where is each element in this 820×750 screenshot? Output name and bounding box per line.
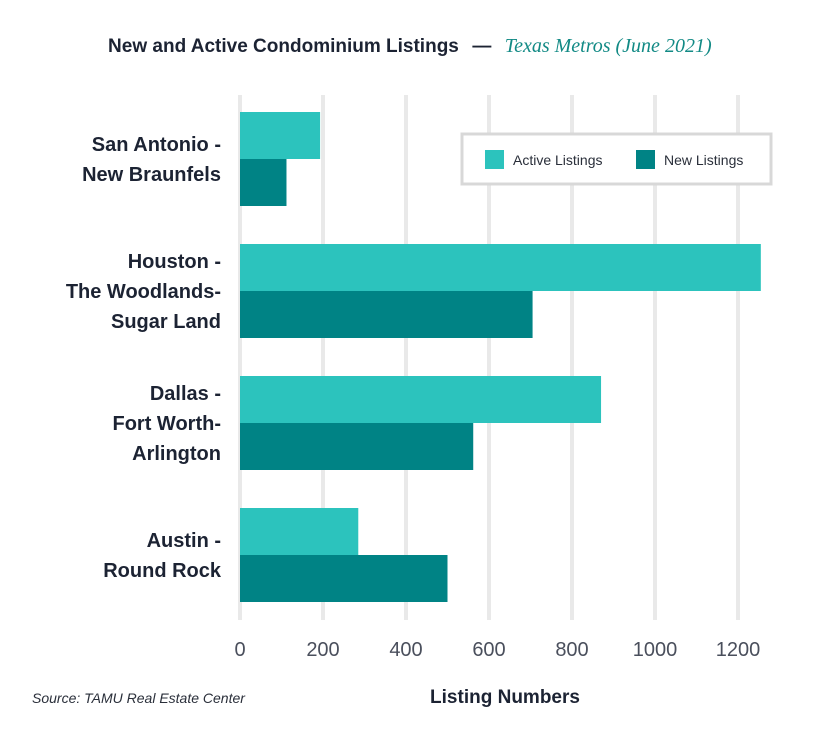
category-label: Houston - [128, 251, 221, 273]
source-note: Source: TAMU Real Estate Center [32, 690, 246, 706]
x-tick-label: 800 [555, 639, 588, 661]
category-labels: San Antonio - New Braunfels Houston - The W… [66, 134, 222, 582]
category-label: The Woodlands- [66, 281, 221, 303]
legend-label: Active Listings [513, 152, 602, 168]
chart-title: New and Active Condominium Listings — Te… [108, 35, 712, 57]
chart-title-main: New and Active Condominium Listings [108, 36, 459, 57]
bar-new-listings [240, 423, 474, 470]
bar-active-listings [240, 508, 359, 555]
x-tick-label: 1200 [716, 639, 761, 661]
x-tick-label: 1000 [633, 639, 678, 661]
category-label: New Braunfels [82, 164, 221, 186]
x-tick-labels: 0 200 400 600 800 1000 1200 [234, 639, 760, 661]
bar-new-listings [240, 291, 533, 338]
bar-new-listings [240, 555, 448, 602]
category-label: San Antonio - [92, 134, 221, 156]
legend-swatch-new [636, 150, 655, 169]
category-label: Fort Worth- [113, 413, 222, 435]
chart-title-separator: — [472, 36, 491, 57]
bar-new-listings [240, 159, 287, 206]
x-tick-label: 600 [472, 639, 505, 661]
legend: Active Listings New Listings [460, 132, 773, 186]
bar-active-listings [240, 244, 761, 291]
x-tick-label: 400 [389, 639, 422, 661]
bar-active-listings [240, 112, 321, 159]
x-tick-label: 0 [234, 639, 245, 661]
category-label: Round Rock [103, 560, 222, 582]
x-tick-label: 200 [306, 639, 339, 661]
legend-box [460, 132, 773, 186]
chart-subtitle: Texas Metros (June 2021) [505, 35, 712, 57]
bar-active-listings [240, 376, 602, 423]
legend-swatch-active [485, 150, 504, 169]
category-label: Dallas - [150, 383, 221, 405]
category-label: Sugar Land [111, 311, 221, 333]
bars [240, 112, 761, 602]
category-label: Arlington [132, 443, 221, 465]
chart-title-group: New and Active Condominium Listings — Te… [108, 35, 712, 57]
x-axis-title: Listing Numbers [430, 687, 580, 708]
category-label: Austin - [147, 530, 221, 552]
legend-label: New Listings [664, 152, 743, 168]
